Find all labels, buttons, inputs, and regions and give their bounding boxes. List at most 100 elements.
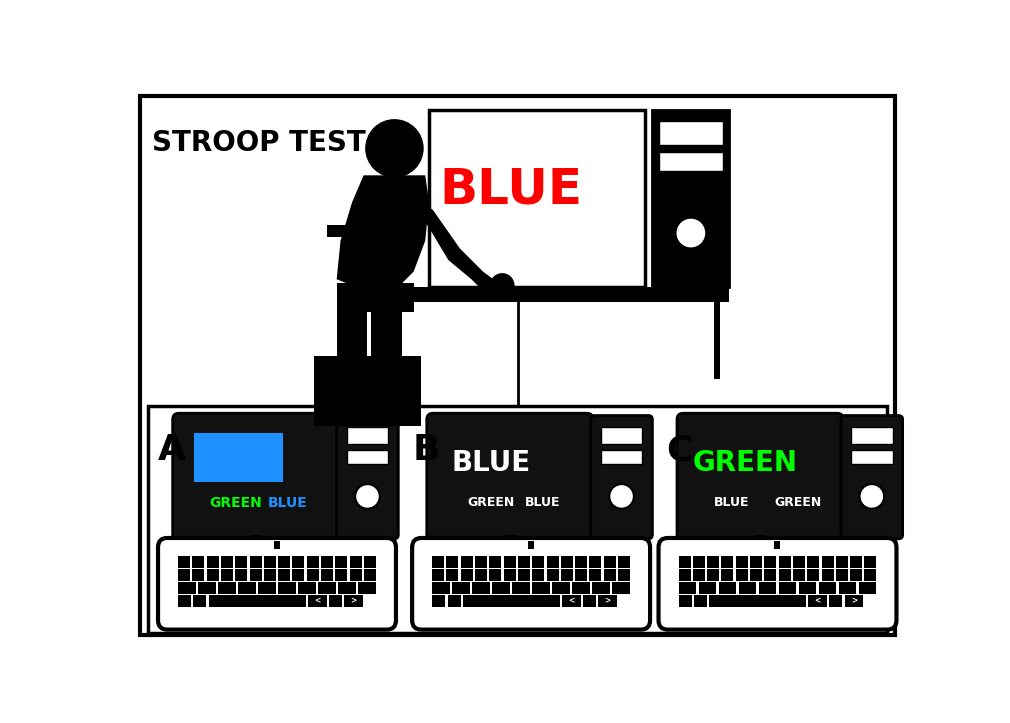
Bar [463, 595, 560, 607]
Circle shape [356, 484, 380, 509]
Polygon shape [336, 175, 429, 287]
Bar [807, 557, 819, 568]
Bar [235, 557, 247, 568]
Bar [851, 450, 893, 464]
Bar [432, 582, 449, 594]
Bar [546, 569, 559, 581]
Bar [249, 535, 262, 562]
Bar [779, 569, 791, 581]
Text: >: > [605, 596, 611, 606]
Bar [504, 569, 516, 581]
Bar [264, 569, 276, 581]
Polygon shape [421, 202, 498, 291]
Text: BLUE: BLUE [451, 449, 530, 477]
Bar [707, 569, 719, 581]
Bar [765, 557, 777, 568]
Bar [364, 557, 376, 568]
Bar [475, 569, 487, 581]
Bar [192, 557, 204, 568]
Bar [573, 582, 590, 594]
Bar [850, 569, 863, 581]
Bar [858, 582, 877, 594]
Bar [590, 557, 601, 568]
Bar [865, 569, 877, 581]
Bar [194, 433, 283, 482]
Bar [359, 582, 376, 594]
Text: STROOP TEST: STROOP TEST [152, 129, 366, 157]
Bar [793, 569, 805, 581]
Bar [721, 569, 733, 581]
Bar [274, 541, 280, 549]
Bar [490, 569, 501, 581]
Text: BLUE: BLUE [525, 496, 561, 509]
Bar [238, 582, 256, 594]
Bar [838, 582, 856, 594]
Bar [433, 114, 640, 283]
Bar [327, 226, 355, 237]
Bar [490, 557, 501, 568]
Bar [679, 595, 692, 607]
Bar [598, 595, 617, 607]
Bar [235, 569, 247, 581]
Bar [308, 595, 326, 607]
Bar [659, 121, 723, 145]
Circle shape [490, 273, 514, 298]
Bar [679, 569, 691, 581]
Bar [779, 582, 796, 594]
Bar [829, 595, 842, 607]
Bar [512, 582, 530, 594]
Bar [318, 582, 336, 594]
FancyBboxPatch shape [659, 538, 897, 630]
Bar [372, 310, 402, 380]
Bar [504, 557, 516, 568]
Bar [344, 595, 363, 607]
Circle shape [676, 218, 706, 249]
Bar [765, 569, 777, 581]
Bar [750, 557, 762, 568]
Text: >: > [350, 596, 357, 606]
Bar [473, 582, 490, 594]
Bar [552, 582, 570, 594]
Bar [793, 557, 805, 568]
Bar [659, 153, 723, 171]
Bar [178, 557, 190, 568]
Bar [504, 535, 516, 562]
Bar [754, 535, 767, 562]
Bar [321, 569, 333, 581]
Bar [759, 582, 777, 594]
Bar [329, 595, 342, 607]
Text: C: C [667, 433, 693, 467]
Bar [612, 582, 630, 594]
Bar [714, 287, 720, 380]
Bar [563, 595, 581, 607]
Bar [207, 569, 218, 581]
Bar [707, 557, 719, 568]
Bar [532, 557, 544, 568]
Bar [264, 557, 276, 568]
Bar [432, 595, 445, 607]
Circle shape [860, 484, 884, 509]
Bar [446, 557, 459, 568]
Bar [218, 582, 235, 594]
Circle shape [366, 119, 423, 178]
Text: <: < [569, 596, 575, 606]
Bar [836, 557, 847, 568]
Text: B: B [412, 433, 439, 467]
Bar [476, 562, 544, 573]
Bar [679, 557, 691, 568]
Bar [807, 569, 819, 581]
Bar [836, 569, 847, 581]
Bar [601, 427, 642, 444]
Bar [336, 283, 414, 312]
Bar [735, 557, 747, 568]
Bar [209, 595, 306, 607]
Bar [461, 569, 473, 581]
Text: <: < [314, 596, 320, 606]
Bar [349, 557, 362, 568]
Bar [604, 569, 616, 581]
Bar [518, 557, 530, 568]
Bar [590, 569, 601, 581]
Bar [368, 287, 729, 302]
Bar [693, 557, 705, 568]
Bar [844, 595, 864, 607]
